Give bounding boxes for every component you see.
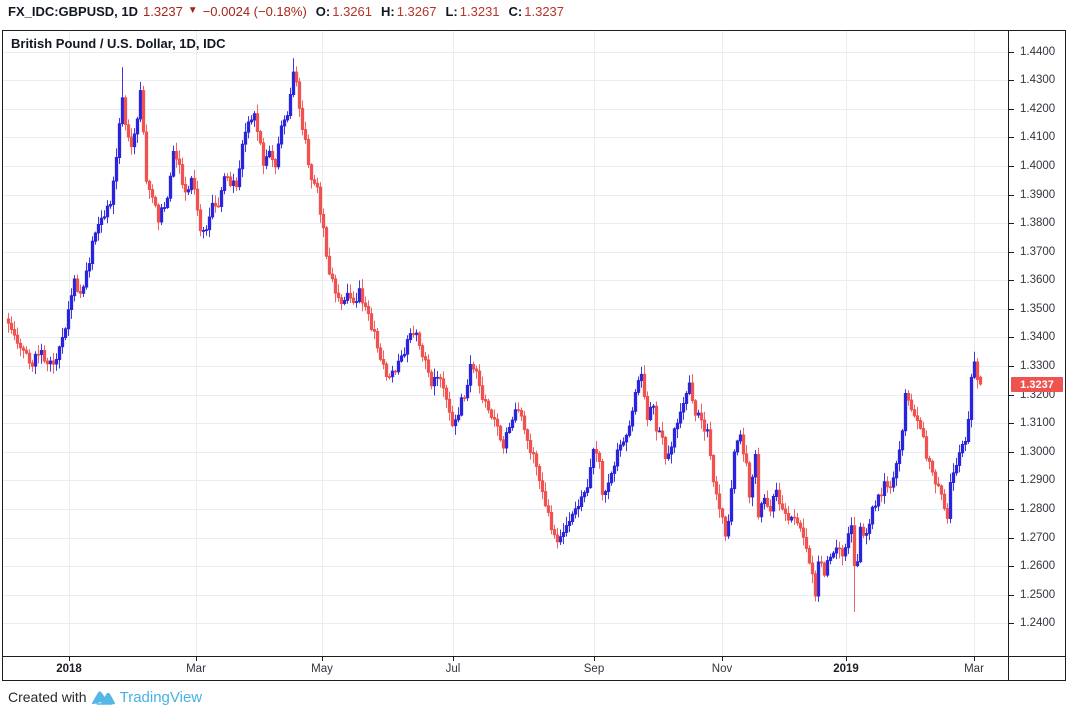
price-tick-mark bbox=[1009, 538, 1014, 539]
price-tick-label: 1.4300 bbox=[1020, 74, 1056, 86]
price-tick-label: 1.4100 bbox=[1020, 131, 1056, 143]
price-tick-label: 1.3900 bbox=[1020, 189, 1056, 201]
price-tick-mark bbox=[1009, 509, 1014, 510]
price-tick-mark bbox=[1009, 223, 1014, 224]
price-tick-label: 1.3000 bbox=[1020, 446, 1056, 458]
price-tick-label: 1.3500 bbox=[1020, 303, 1056, 315]
price-tick-label: 1.4000 bbox=[1020, 160, 1056, 172]
attribution-footer: Created with TradingView bbox=[8, 688, 202, 706]
price-tick-mark bbox=[1009, 80, 1014, 81]
time-scale[interactable]: 2018 Mar May Jul Sep Nov 2019 Mar bbox=[3, 656, 1008, 681]
down-candles bbox=[6, 66, 983, 612]
price-tick-mark bbox=[1009, 137, 1014, 138]
price-tick-mark bbox=[1009, 195, 1014, 196]
price-tick-mark bbox=[1009, 423, 1014, 424]
price-tick-label: 1.3400 bbox=[1020, 331, 1056, 343]
time-tick-mark bbox=[722, 657, 723, 661]
ohlc-info-bar: FX_IDC:GBPUSD, 1D 1.3237 ▼ −0.0024 (−0.1… bbox=[8, 1, 564, 21]
price-tick-label: 1.3100 bbox=[1020, 417, 1056, 429]
close-label: C: bbox=[508, 3, 523, 19]
price-tick-mark bbox=[1009, 480, 1014, 481]
chart-frame: British Pound / U.S. Dollar, 1D, IDC 1.4… bbox=[2, 30, 1066, 681]
time-tick-mark bbox=[846, 657, 847, 661]
time-tick-label: 2018 bbox=[56, 663, 82, 675]
time-tick-mark bbox=[196, 657, 197, 661]
close-value: 1.3237 bbox=[524, 3, 565, 19]
time-tick-label: May bbox=[311, 663, 333, 675]
price-tick-mark bbox=[1009, 595, 1014, 596]
price-tick-mark bbox=[1009, 452, 1014, 453]
price-tick-mark bbox=[1009, 309, 1014, 310]
price-tick-mark bbox=[1009, 337, 1014, 338]
grid-lines bbox=[3, 31, 1008, 656]
time-tick-mark bbox=[69, 657, 70, 661]
price-tick-mark bbox=[1009, 109, 1014, 110]
pane-title[interactable]: British Pound / U.S. Dollar, 1D, IDC bbox=[11, 36, 226, 51]
price-tick-label: 1.2700 bbox=[1020, 532, 1056, 544]
high-label: H: bbox=[381, 3, 395, 19]
symbol-name[interactable]: FX_IDC:GBPUSD, 1D bbox=[8, 3, 139, 19]
price-tick-label: 1.3200 bbox=[1020, 389, 1056, 401]
last-price: 1.3237 bbox=[143, 3, 183, 19]
price-tick-mark bbox=[1009, 566, 1014, 567]
open-label: O: bbox=[315, 3, 331, 19]
price-tick-mark bbox=[1009, 280, 1014, 281]
price-tick-label: 1.2600 bbox=[1020, 560, 1056, 572]
tradingview-brand-link[interactable]: TradingView bbox=[119, 688, 203, 706]
high-value: 1.3267 bbox=[396, 3, 437, 19]
price-tick-label: 1.3600 bbox=[1020, 274, 1056, 286]
time-tick-label: Mar bbox=[964, 663, 984, 675]
time-tick-label: 2019 bbox=[833, 663, 859, 675]
time-tick-mark bbox=[453, 657, 454, 661]
up-candles bbox=[33, 58, 977, 602]
price-tick-label: 1.3800 bbox=[1020, 217, 1056, 229]
time-tick-mark bbox=[322, 657, 323, 661]
time-tick-label: Jul bbox=[445, 663, 461, 675]
scale-corner bbox=[1008, 656, 1066, 681]
time-tick-mark bbox=[594, 657, 595, 661]
time-tick-label: Sep bbox=[583, 663, 605, 675]
price-tick-mark bbox=[1009, 366, 1014, 367]
candlestick-svg[interactable] bbox=[3, 31, 1008, 656]
price-change: −0.0024 (−0.18%) bbox=[202, 3, 307, 19]
price-tick-label: 1.2500 bbox=[1020, 589, 1056, 601]
created-with-text: Created with bbox=[8, 689, 87, 705]
tradingview-logo-icon[interactable] bbox=[91, 688, 116, 706]
open-value: 1.3261 bbox=[332, 3, 372, 19]
price-tick-mark bbox=[1009, 252, 1014, 253]
price-tick-label: 1.3700 bbox=[1020, 246, 1056, 258]
price-tick-label: 1.4400 bbox=[1020, 46, 1056, 58]
price-tick-label: 1.4200 bbox=[1020, 103, 1056, 115]
price-tick-mark bbox=[1009, 52, 1014, 53]
price-tick-label: 1.2400 bbox=[1020, 617, 1056, 629]
low-label: L: bbox=[445, 3, 458, 19]
time-tick-mark bbox=[974, 657, 975, 661]
price-down-triangle-icon: ▼ bbox=[187, 4, 198, 16]
low-value: 1.3231 bbox=[459, 3, 500, 19]
price-tick-label: 1.3300 bbox=[1020, 360, 1056, 372]
price-tick-mark bbox=[1009, 623, 1014, 624]
last-price-badge: 1.3237 bbox=[1011, 377, 1063, 392]
candlestick-plot[interactable]: British Pound / U.S. Dollar, 1D, IDC bbox=[3, 31, 1008, 656]
price-tick-label: 1.2900 bbox=[1020, 474, 1056, 486]
time-tick-label: Mar bbox=[186, 663, 206, 675]
price-tick-mark bbox=[1009, 395, 1014, 396]
price-scale[interactable]: 1.4400 1.4300 1.4200 1.4100 1.4000 1.3900 1.38… bbox=[1008, 31, 1066, 656]
price-tick-label: 1.2800 bbox=[1020, 503, 1056, 515]
price-tick-mark bbox=[1009, 166, 1014, 167]
time-tick-label: Nov bbox=[711, 663, 733, 675]
